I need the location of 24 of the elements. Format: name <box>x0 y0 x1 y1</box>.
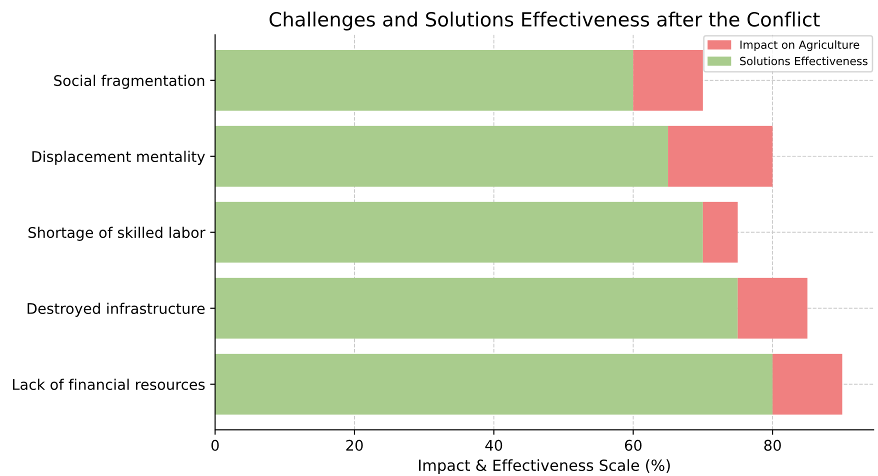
bar <box>633 50 703 111</box>
y-tick-label: Displacement mentality <box>32 150 205 165</box>
y-tick-label: Destroyed infrastructure <box>28 302 205 317</box>
bar <box>215 126 668 187</box>
bar <box>738 278 808 339</box>
x-tick-label: 60 <box>624 440 642 451</box>
legend-label: Impact on Agriculture <box>740 40 860 52</box>
chart-title: Challenges and Solutions Effectiveness after the Conflict <box>270 12 820 30</box>
y-tick-label: Lack of financial resources <box>13 378 205 390</box>
legend-label: Solutions Effectiveness <box>740 56 868 66</box>
bar <box>668 126 773 187</box>
x-tick-label: 80 <box>764 440 781 451</box>
y-tick-label: Social fragmentation <box>54 74 204 89</box>
bar <box>215 354 773 415</box>
bar <box>215 50 634 111</box>
x-tick-label: 40 <box>485 440 502 451</box>
bar <box>215 278 738 339</box>
bar <box>772 354 842 415</box>
y-tick-label: Shortage of skilled labor <box>28 226 206 241</box>
x-axis-title: Impact & Effectiveness Scale (%) <box>419 459 670 474</box>
bar <box>702 202 738 263</box>
x-tick-label: 20 <box>346 440 363 451</box>
bar <box>215 202 703 263</box>
x-tick-label: 0 <box>211 440 219 451</box>
